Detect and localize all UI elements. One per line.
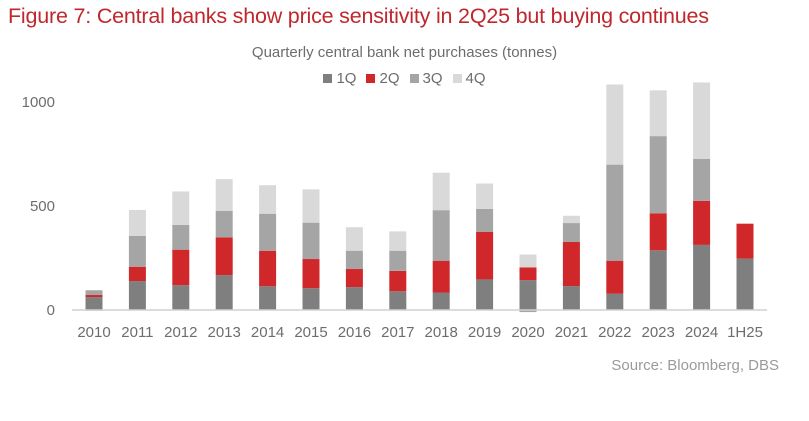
x-tick-label: 2012	[164, 324, 197, 341]
bar-2021-3q	[562, 223, 580, 242]
bar-2014-1q	[259, 286, 277, 310]
x-tick-label: 2018	[425, 324, 458, 341]
bar-2012-4q	[172, 191, 190, 225]
bar-2022-3q	[606, 164, 624, 261]
x-tick-label: 2015	[294, 324, 327, 341]
bar-2010-1q	[85, 297, 103, 310]
bar-2013-2q	[215, 237, 233, 276]
bar-2019-1q	[476, 279, 494, 310]
source-note: Source: Bloomberg, DBS	[611, 357, 779, 374]
x-tick-label: 2019	[468, 324, 501, 341]
bar-2010-2q	[85, 295, 103, 298]
legend-label-3q: 3Q	[422, 70, 443, 87]
legend-item-3q: 3Q	[409, 70, 443, 87]
bar-2018-4q	[432, 172, 450, 211]
bar-2023-4q	[649, 90, 667, 137]
chart-title: Quarterly central bank net purchases (to…	[251, 44, 558, 61]
legend-label-1q: 1Q	[336, 70, 357, 87]
bar-1h25-2q	[736, 223, 754, 259]
bar-2021-1q	[562, 286, 580, 310]
bar-2012-2q	[172, 249, 190, 286]
bar-2011-3q	[128, 235, 146, 267]
bar-2013-1q	[215, 275, 233, 310]
legend-item-4q: 4Q	[452, 70, 486, 87]
bar-2019-4q	[476, 183, 494, 209]
bar-2011-2q	[128, 266, 146, 282]
y-tick-label: 0	[47, 302, 55, 319]
x-tick-label: 2022	[598, 324, 631, 341]
bar-2021-4q	[562, 215, 580, 224]
bar-2014-4q	[259, 185, 277, 214]
bar-2019-3q	[476, 208, 494, 232]
legend: 1Q 2Q 3Q 4Q	[0, 70, 809, 87]
x-tick-label: 2020	[511, 324, 544, 341]
bar-2018-1q	[432, 292, 450, 310]
bar-2017-3q	[389, 250, 407, 271]
bar-2015-2q	[302, 259, 320, 289]
bar-2022-1q	[606, 293, 624, 310]
legend-label-4q: 4Q	[465, 70, 486, 87]
legend-item-1q: 1Q	[323, 70, 356, 87]
bar-2018-2q	[432, 260, 450, 293]
legend-item-2q: 2Q	[366, 70, 400, 87]
x-tick-label: 2023	[642, 324, 675, 341]
bar-1h25-1q	[736, 258, 754, 310]
legend-label-2q: 2Q	[379, 70, 400, 87]
x-tick-label: 2017	[381, 324, 414, 341]
bar-2014-2q	[259, 250, 277, 287]
bar-2021-2q	[562, 241, 580, 287]
bar-2015-4q	[302, 189, 320, 223]
bar-2014-3q	[259, 213, 277, 251]
bar-2012-1q	[172, 285, 190, 310]
bar-2012-3q	[172, 224, 190, 250]
bar-2016-1q	[345, 287, 363, 310]
bar-2023-1q	[649, 250, 667, 310]
legend-swatch-4q	[452, 74, 462, 83]
bar-2020-2q	[519, 267, 537, 281]
legend-swatch-2q	[366, 74, 376, 83]
bar-2017-1q	[389, 291, 407, 310]
bar-2020-3q	[519, 310, 537, 313]
x-tick-label: 2021	[555, 324, 588, 341]
x-tick-label: 2014	[251, 324, 284, 341]
bar-2017-2q	[389, 270, 407, 292]
bar-2022-4q	[606, 84, 624, 165]
bar-2011-1q	[128, 281, 146, 310]
bar-2019-2q	[476, 232, 494, 280]
bar-2015-3q	[302, 222, 320, 260]
x-tick-label: 2010	[77, 324, 110, 341]
bar-2016-3q	[345, 250, 363, 270]
x-tick-label: 1H25	[727, 324, 763, 341]
x-tick-label: 2024	[685, 324, 718, 341]
bar-2022-2q	[606, 260, 624, 294]
bar-2020-4q	[519, 254, 537, 268]
x-tick-label: 2013	[208, 324, 241, 341]
bar-2016-4q	[345, 227, 363, 251]
bar-2013-4q	[215, 179, 233, 211]
bar-2011-4q	[128, 209, 146, 236]
bar-2018-3q	[432, 210, 450, 261]
bar-2020-1q	[519, 280, 537, 310]
legend-swatch-1q	[323, 74, 333, 83]
bar-2024-1q	[693, 244, 711, 310]
bar-2016-2q	[345, 269, 363, 288]
legend-swatch-3q	[409, 74, 419, 83]
bar-2017-4q	[389, 231, 407, 251]
bar-2023-3q	[649, 136, 667, 214]
y-tick-label: 500	[30, 198, 55, 215]
x-tick-label: 2011	[121, 324, 153, 341]
bar-2010-3q	[85, 290, 103, 296]
figure-title: Figure 7: Central banks show price sensi…	[8, 4, 709, 28]
bar-2024-4q	[693, 82, 711, 159]
bar-2013-3q	[215, 210, 233, 238]
bar-2024-3q	[693, 158, 711, 201]
bar-2023-2q	[649, 213, 667, 251]
bar-2015-1q	[302, 288, 320, 310]
y-tick-label: 1000	[22, 94, 55, 111]
bar-2024-2q	[693, 200, 711, 245]
x-tick-label: 2016	[338, 324, 371, 341]
